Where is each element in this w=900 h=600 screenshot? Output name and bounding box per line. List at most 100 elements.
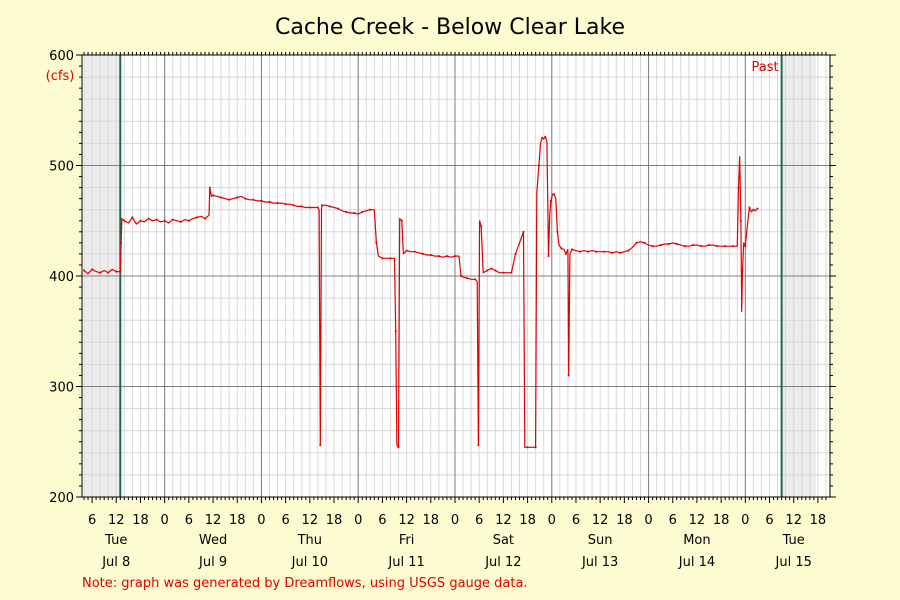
data-point [541,136,543,139]
data-point [276,202,279,204]
x-tick-label: 6 [88,513,96,528]
series-line [83,136,758,448]
data-point [683,245,686,248]
x-tick-label: 18 [423,513,440,528]
data-point [547,255,550,258]
data-point [220,196,223,199]
data-point [741,269,744,272]
data-point [708,244,710,246]
y-tick-label: 400 [49,270,74,285]
x-tick-label: 12 [785,513,802,528]
footer-note: Note: graph was generated by Dreamflows,… [82,576,528,591]
data-point [187,219,190,222]
data-point [567,374,570,377]
data-point [537,164,540,167]
data-point [212,194,214,197]
data-point [611,251,614,254]
data-point [544,135,547,138]
data-point [147,217,150,220]
data-point [579,250,581,253]
data-point [522,230,525,233]
x-tick-label: 6 [378,513,386,528]
data-point [252,198,255,201]
data-point [107,271,110,274]
x-tick-label: 12 [689,513,706,528]
data-point [337,207,339,210]
x-tick-label: 0 [161,513,169,528]
data-point [526,446,529,449]
x-date-label: Jul 10 [291,555,328,570]
x-tick-label: 6 [475,513,483,528]
data-point [651,245,654,248]
data-point [244,197,247,200]
data-point [643,241,646,244]
y-tick-label: 300 [49,381,74,396]
data-point [550,199,552,202]
x-tick-label: 0 [451,513,459,528]
data-point [389,257,392,260]
x-tick-label: 6 [185,513,193,528]
data-point [556,230,559,233]
data-point [502,271,505,274]
x-tick-label: 12 [302,513,319,528]
data-point [99,271,102,274]
x-tick-label: 12 [592,513,609,528]
y-axis-unit-label: (cfs) [46,69,75,84]
data-point [397,446,400,449]
x-tick-label: 6 [669,513,677,528]
x-tick-label: 18 [229,513,246,528]
x-tick-label: 18 [326,513,343,528]
data-point [752,208,755,211]
data-point [369,208,372,211]
data-point [744,245,747,248]
data-point [486,269,489,272]
data-point [139,219,142,222]
data-point [292,204,295,207]
data-point [732,245,735,248]
data-point [466,277,468,280]
data-point [446,255,448,258]
data-point [724,245,727,248]
data-point [659,244,662,246]
data-point [123,219,126,222]
data-point [413,250,416,253]
data-point [474,278,477,281]
data-point [115,270,118,273]
data-point [284,203,287,206]
data-point [394,330,397,333]
x-weekday-label: Tue [104,533,127,548]
past-label: Past [752,60,779,75]
data-point [667,243,670,245]
data-point [510,271,513,274]
x-tick-label: 0 [257,513,265,528]
x-tick-label: 0 [644,513,652,528]
x-weekday-label: Mon [683,533,710,548]
data-point [627,249,630,252]
x-date-label: Jul 15 [775,555,812,570]
data-point [635,241,638,244]
data-point [361,211,364,213]
data-point [329,205,331,208]
chart-title: Cache Creek - Below Clear Lake [275,15,625,40]
data-point [155,218,158,221]
data-point [308,206,311,209]
data-point [477,444,480,446]
data-point [454,255,456,258]
data-point [353,212,356,214]
x-tick-label: 18 [132,513,149,528]
data-point [595,250,598,253]
data-point [131,216,134,219]
data-point [571,248,573,251]
data-point [381,257,384,260]
data-point [460,275,462,277]
data-point [268,201,271,203]
y-tick-label: 600 [49,49,74,64]
x-tick-label: 18 [616,513,633,528]
x-date-label: Jul 14 [678,555,715,570]
data-point [163,219,166,222]
data-point [319,444,322,446]
x-tick-label: 12 [398,513,415,528]
x-tick-label: 0 [741,513,749,528]
x-date-label: Jul 13 [581,555,618,570]
